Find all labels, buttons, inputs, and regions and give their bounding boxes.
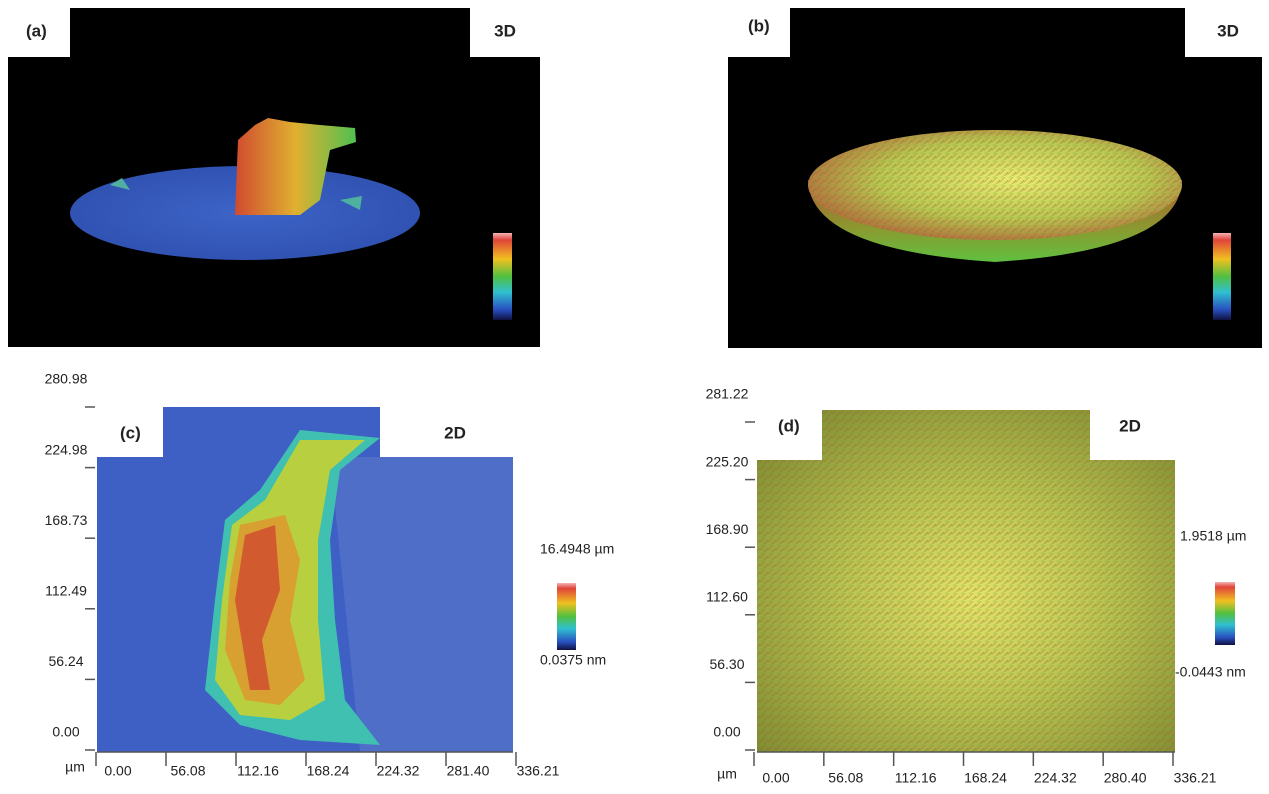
x-tick-label: 56.08 [170, 763, 205, 779]
x-tick-label: 168.24 [307, 763, 350, 779]
x-tick-label: 112.16 [895, 770, 937, 786]
panel-mode: 2D [444, 423, 466, 442]
y-tick-label: 280.98 [45, 371, 88, 387]
x-tick-label: 0.00 [762, 770, 789, 786]
y-tick-label: 56.30 [709, 656, 744, 672]
x-tick-label: 336.21 [517, 763, 560, 779]
x-tick-label: 281.40 [447, 763, 490, 779]
x-tick-label: 280.40 [1104, 770, 1147, 786]
y-tick-label: 56.24 [48, 653, 83, 669]
colorbar-max: 16.4948 µm [540, 541, 614, 557]
colorbar-min: -0.0443 nm [1175, 664, 1246, 680]
x-tick-label: 224.32 [377, 763, 420, 779]
feature-2d [235, 525, 280, 690]
colorbar [493, 233, 512, 320]
x-tick-label: 112.16 [237, 763, 279, 779]
y-tick-label: 168.90 [706, 521, 749, 537]
y-tick-label: 281.22 [706, 386, 749, 402]
colorbar [1215, 582, 1235, 645]
y-tick-label: 112.60 [706, 589, 748, 605]
colorbar [557, 583, 576, 650]
feature-3d [235, 118, 356, 215]
y-tick-label: 168.73 [45, 512, 88, 528]
x-tick-label: 0.00 [104, 763, 131, 779]
height-map-region [330, 457, 513, 752]
colorbar-min: 0.0375 nm [540, 652, 606, 668]
x-unit: µm [717, 766, 737, 782]
colorbar [1213, 233, 1231, 320]
y-tick-label: 0.00 [52, 724, 79, 740]
panel-mode: 3D [494, 21, 516, 40]
x-tick-label: 224.32 [1034, 770, 1077, 786]
x-tick-label: 56.08 [828, 770, 863, 786]
panel-label: (d) [778, 416, 800, 435]
panel-mode: 2D [1119, 416, 1141, 435]
y-tick-label: 225.20 [706, 453, 749, 469]
panel-label: (b) [748, 16, 770, 35]
y-tick-label: 0.00 [713, 724, 740, 740]
x-tick-label: 168.24 [964, 770, 1007, 786]
panel-label: (c) [120, 423, 141, 442]
panel-label: (a) [26, 21, 47, 40]
height-map-texture [757, 410, 1175, 752]
y-tick-label: 224.98 [45, 441, 88, 457]
y-tick-label: 112.49 [45, 583, 87, 599]
x-tick-label: 336.21 [1174, 770, 1217, 786]
colorbar-max: 1.9518 µm [1180, 528, 1246, 544]
surface-texture [808, 130, 1182, 240]
x-unit: µm [65, 759, 85, 775]
panel-mode: 3D [1217, 21, 1239, 40]
